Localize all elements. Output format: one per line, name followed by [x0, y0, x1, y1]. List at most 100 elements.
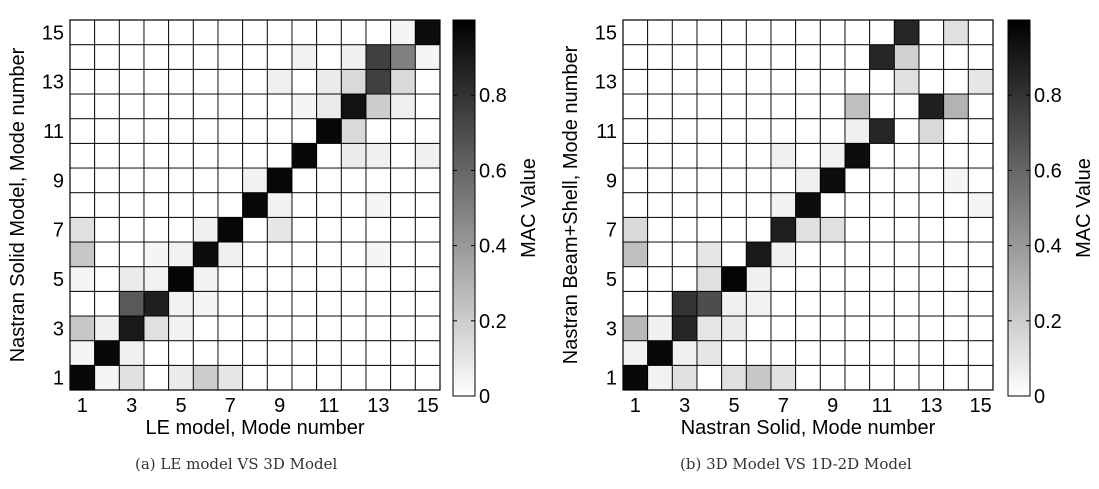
heatmap-cell [266, 118, 293, 144]
heatmap-cell [671, 167, 698, 194]
heatmap-cell [745, 290, 772, 317]
heatmap-cell [217, 266, 244, 292]
heatmap-cell [721, 142, 747, 169]
heatmap-cell [69, 118, 96, 144]
colorbar-tick-label: 0.8 [1034, 85, 1062, 107]
heatmap-cell [94, 290, 120, 317]
heatmap-cell [795, 44, 821, 70]
heatmap-cell [647, 167, 673, 194]
heatmap-cell [365, 192, 392, 218]
colorbar-label: MAC Value [1073, 158, 1095, 258]
heatmap-cell [414, 93, 441, 120]
heatmap-cell [967, 68, 994, 95]
heatmap-cell [622, 118, 649, 144]
heatmap-cell [795, 19, 821, 46]
heatmap-cell [819, 142, 846, 169]
heatmap-cell [365, 118, 392, 144]
heatmap-cell [365, 68, 392, 95]
heatmap-cell [168, 118, 194, 144]
heatmap-cell [696, 118, 723, 144]
heatmap-cell [967, 44, 994, 70]
heatmap-cell [795, 315, 821, 342]
heatmap-cell [266, 340, 293, 366]
heatmap-cell [819, 192, 846, 218]
heatmap-cell [795, 167, 821, 194]
heatmap-cell [943, 241, 969, 268]
heatmap-cell [943, 93, 969, 120]
heatmap-cell [844, 44, 871, 70]
heatmap-cell [819, 19, 846, 46]
heatmap-cell [696, 216, 723, 243]
heatmap-cell [390, 167, 416, 194]
heatmap-cell [390, 118, 416, 144]
heatmap-cell [192, 68, 219, 95]
heatmap-cell [291, 364, 318, 391]
heatmap-cell [390, 68, 416, 95]
heatmap-cell [168, 68, 194, 95]
heatmap-cell [316, 68, 342, 95]
heatmap-cell [118, 315, 145, 342]
heatmap-cell [316, 142, 342, 169]
heatmap-cell [168, 340, 194, 366]
heatmap-cell [365, 93, 392, 120]
y-tick-label: 13 [42, 72, 64, 94]
heatmap-cell [217, 216, 244, 243]
heatmap-cell [414, 266, 441, 292]
heatmap-cell [217, 93, 244, 120]
heatmap-cell [143, 68, 170, 95]
heatmap-cell [671, 142, 698, 169]
heatmap-cell [242, 315, 268, 342]
y-tick-label: 1 [606, 368, 617, 390]
heatmap-cell [721, 192, 747, 218]
heatmap-cell [291, 315, 318, 342]
heatmap-cell [622, 44, 649, 70]
heatmap-cell [168, 315, 194, 342]
heatmap-cell [647, 315, 673, 342]
heatmap-cell [671, 93, 698, 120]
heatmap-cell [192, 216, 219, 243]
heatmap-cell [893, 167, 920, 194]
heatmap-cell [316, 241, 342, 268]
heatmap-cell [795, 266, 821, 292]
heatmap-cell [192, 19, 219, 46]
heatmap-cell [696, 315, 723, 342]
heatmap-cell [143, 364, 170, 391]
x-axis-label: LE model, Mode number [145, 417, 364, 439]
heatmap-cell [316, 167, 342, 194]
x-tick-label: 5 [175, 395, 186, 417]
heatmap-cell [192, 364, 219, 391]
heatmap-cell [242, 118, 268, 144]
heatmap-cell [745, 167, 772, 194]
heatmap-cell [721, 340, 747, 366]
heatmap-cell [118, 266, 145, 292]
x-tick-label: 13 [367, 395, 389, 417]
heatmap-cell [869, 364, 895, 391]
heatmap-cell [217, 192, 244, 218]
heatmap-cell [340, 216, 367, 243]
heatmap-cell [893, 266, 920, 292]
caption-b: (b) 3D Model VS 1D-2D Model [680, 455, 912, 473]
colorbar-tick-label: 0.8 [479, 85, 507, 107]
heatmap-cell [671, 364, 698, 391]
colorbar-tick-label: 0.6 [479, 160, 507, 182]
heatmap-cell [217, 142, 244, 169]
heatmap-cell [967, 315, 994, 342]
heatmap-cell [291, 290, 318, 317]
heatmap-cell [94, 216, 120, 243]
heatmap-cell [69, 93, 96, 120]
heatmap-cell [721, 118, 747, 144]
heatmap-cell [340, 68, 367, 95]
y-tick-label: 7 [606, 220, 617, 242]
heatmap-cell [770, 167, 797, 194]
heatmap-cell [918, 93, 945, 120]
heatmap-cell [217, 315, 244, 342]
heatmap-cell [242, 19, 268, 46]
heatmap-cell [266, 315, 293, 342]
heatmap-cell [143, 93, 170, 120]
heatmap-cell [647, 364, 673, 391]
heatmap-cell [967, 266, 994, 292]
heatmap-cell [118, 44, 145, 70]
heatmap-cell [266, 167, 293, 194]
heatmap-cell [893, 241, 920, 268]
y-tick-label: 5 [606, 269, 617, 291]
